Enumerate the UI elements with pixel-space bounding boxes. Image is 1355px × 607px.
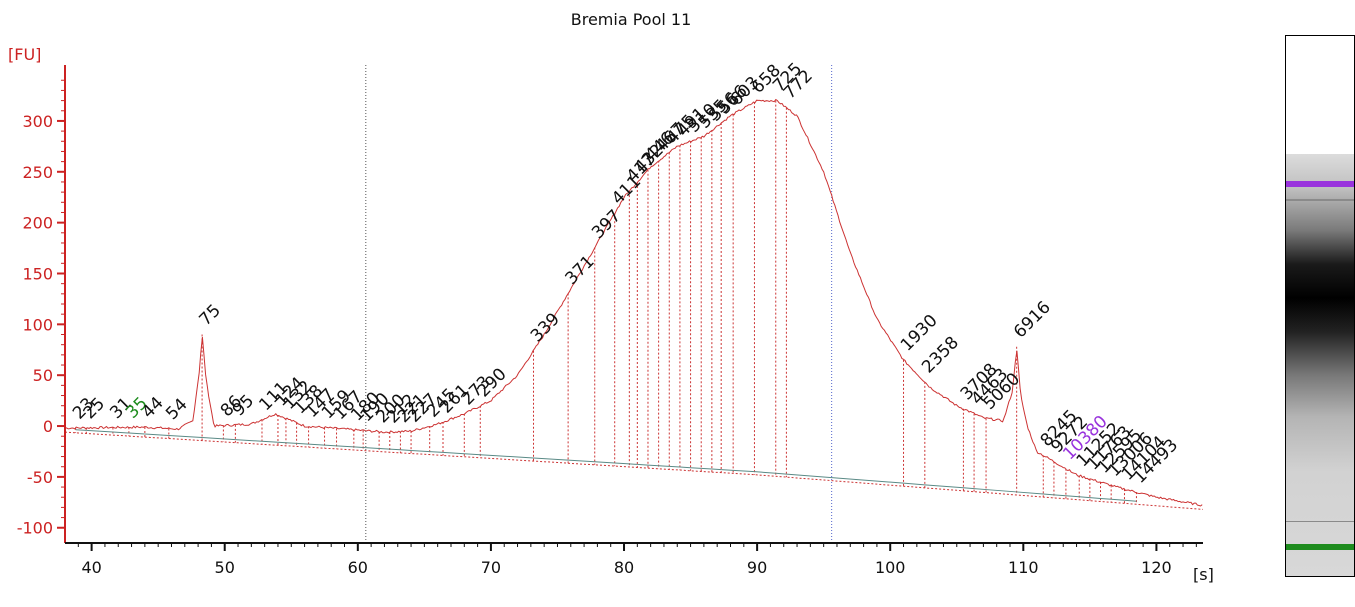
x-tick-label: 70 [481, 558, 501, 577]
peak-label: 339 [527, 309, 564, 346]
baseline-segment [775, 472, 787, 475]
baseline-segment [168, 435, 203, 439]
baseline-segment [903, 482, 925, 486]
trace-line [64, 98, 1203, 507]
baseline-segment [1053, 494, 1066, 497]
baseline-dotted [64, 431, 1204, 510]
gel-faint-band [1286, 521, 1354, 522]
baseline-segment [1043, 493, 1054, 496]
y-tick-label: 50 [33, 366, 53, 385]
peak-label: 75 [195, 301, 224, 330]
peak-label: 54 [162, 395, 191, 424]
baseline-segment [202, 437, 224, 440]
baseline-segment [1079, 496, 1090, 499]
baseline-segment [568, 459, 595, 463]
x-tick-label: 40 [81, 558, 101, 577]
baseline-segment [308, 443, 325, 446]
baseline-segment [701, 467, 712, 470]
baseline-segment [363, 446, 380, 449]
baseline-segment [86, 429, 113, 433]
baseline-segment [324, 444, 337, 447]
baseline-segment [480, 454, 534, 459]
baseline-segment [285, 442, 297, 444]
y-tick-label: -50 [27, 468, 53, 487]
baseline-segment [411, 449, 430, 453]
y-tick-label: 100 [22, 315, 53, 334]
baseline-segment [464, 453, 481, 456]
y-tick-label: 150 [22, 264, 53, 283]
baseline-segment [754, 471, 776, 474]
peak-labels: 2325313544547586951111241321381471591671… [69, 59, 1182, 488]
baseline-segment [389, 448, 401, 451]
baseline-segment [533, 457, 569, 461]
baseline-segment [733, 469, 755, 473]
baseline-segment [647, 464, 659, 467]
baseline-segment [963, 487, 975, 490]
baseline-segment [679, 466, 691, 469]
y-axis-label: [FU] [8, 45, 41, 64]
baseline-segment [1124, 499, 1137, 502]
x-tick-label: 80 [614, 558, 634, 577]
baseline-segment [128, 432, 145, 435]
baseline-segment [379, 447, 390, 450]
baseline-segment [235, 439, 263, 442]
baseline-segment [658, 465, 670, 467]
peak-label: 397 [588, 206, 625, 243]
x-axis-label: [s] [1193, 565, 1214, 584]
baseline-segment [336, 445, 354, 448]
baseline-segment [924, 484, 964, 489]
y-tick-label: 250 [22, 163, 53, 182]
baseline-segment [669, 465, 680, 468]
x-tick-label: 100 [875, 558, 906, 577]
baseline-segment [690, 467, 702, 469]
y-tick-label: 300 [22, 112, 53, 131]
electropherogram-chart: Bremia Pool 11 [FU] [s] -100 -50 0 50 100 150… [8, 10, 1214, 584]
baseline-segment [614, 462, 630, 465]
baseline-segment [429, 451, 444, 453]
baseline-segment [112, 431, 129, 434]
baseline-segment [296, 442, 309, 445]
baseline-segments [75, 429, 1137, 502]
baseline-segment [261, 440, 278, 443]
baseline-segment [974, 488, 987, 491]
baseline-segment [721, 469, 734, 471]
baseline-segment [144, 433, 169, 436]
baseline-segment [1100, 497, 1112, 500]
baseline-segment [353, 446, 364, 448]
gel-faint-band [1286, 199, 1354, 201]
axes: -100 -50 0 50 100 150 200 250 300 40 50 60 70 80 90 100… [17, 65, 1203, 577]
baseline-segment [442, 451, 465, 455]
baseline-segment [1016, 491, 1044, 495]
baseline-segment [637, 463, 649, 466]
x-tick-label: 110 [1008, 558, 1039, 577]
baseline-segment [786, 473, 904, 484]
gel-upper-marker-band [1286, 181, 1354, 187]
baseline-segment [986, 489, 1017, 493]
peak-label: 6916 [1010, 298, 1055, 343]
peak-label: 371 [562, 252, 599, 289]
gel-lane-panel [1285, 35, 1355, 577]
gel-lower-marker-band [1286, 544, 1354, 550]
y-tick-label: 0 [43, 417, 53, 436]
y-tick-label: -100 [17, 519, 53, 538]
marker-vertical-lines [365, 65, 833, 543]
baseline-segment [1089, 497, 1101, 499]
x-tick-label: 60 [348, 558, 368, 577]
baseline-segment [711, 468, 722, 471]
baseline-segment [75, 429, 87, 431]
x-tick-label: 50 [215, 558, 235, 577]
x-tick-label: 120 [1141, 558, 1172, 577]
x-tick-label: 90 [747, 558, 767, 577]
baseline-segment [400, 449, 412, 451]
trace-layer [64, 98, 1203, 507]
baseline-segment [594, 461, 615, 464]
baseline-segment [223, 438, 236, 441]
baseline-segment [1065, 495, 1080, 498]
gel-lane-gradient [1286, 154, 1354, 576]
y-tick-label: 200 [22, 214, 53, 233]
baseline-segment [1111, 498, 1125, 501]
chart-title: Bremia Pool 11 [571, 10, 692, 29]
